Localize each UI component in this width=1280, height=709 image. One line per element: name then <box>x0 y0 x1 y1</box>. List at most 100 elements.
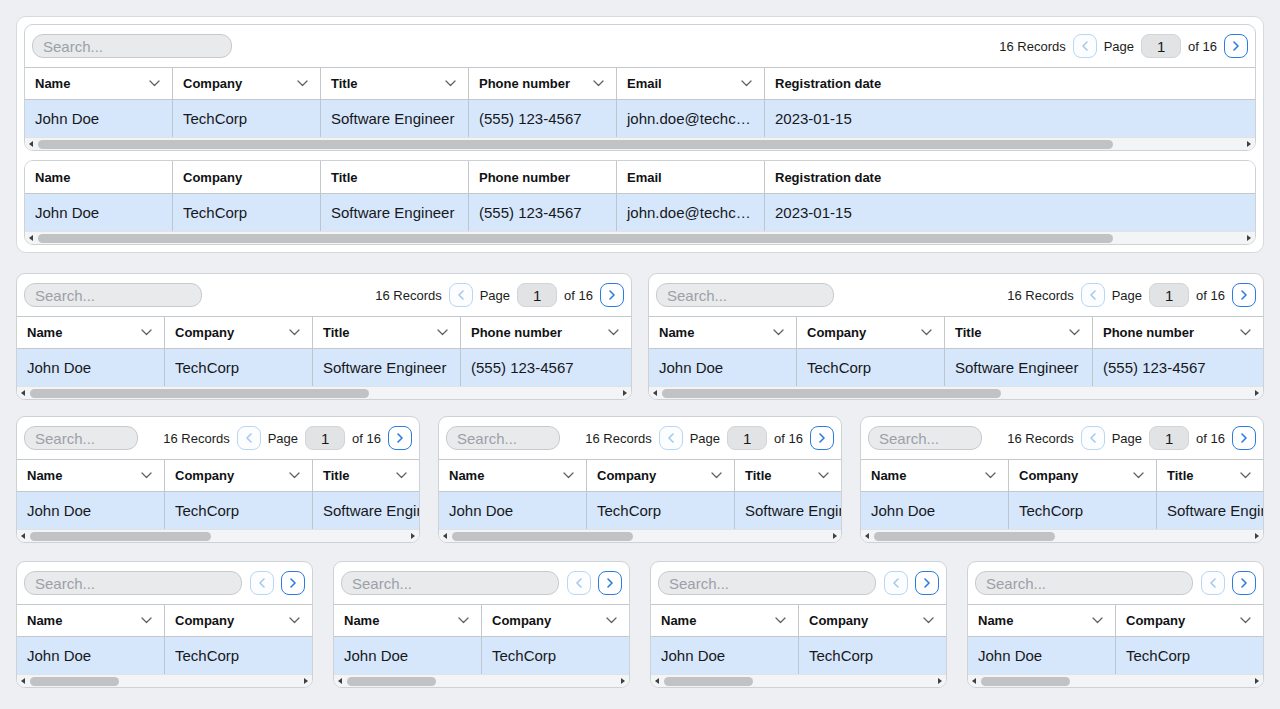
next-page-button[interactable] <box>388 426 412 450</box>
scrollbar-left-arrow-icon[interactable] <box>21 533 25 539</box>
table-row[interactable]: John Doe TechCorp Software Engineer (555… <box>25 194 1255 231</box>
page-number-input[interactable] <box>1149 283 1189 307</box>
column-header[interactable]: Name <box>334 605 482 636</box>
search-input[interactable] <box>24 426 138 450</box>
horizontal-scrollbar[interactable] <box>25 231 1255 244</box>
page-number-input[interactable] <box>305 426 345 450</box>
horizontal-scrollbar[interactable] <box>334 674 629 687</box>
column-header[interactable]: Company <box>1116 605 1263 636</box>
column-header[interactable]: Company <box>797 317 945 348</box>
scrollbar-thumb[interactable] <box>30 389 369 398</box>
column-header[interactable]: Title <box>735 460 841 491</box>
scrollbar-left-arrow-icon[interactable] <box>21 678 25 684</box>
scrollbar-thumb[interactable] <box>38 140 1113 149</box>
scrollbar-right-arrow-icon[interactable] <box>621 678 625 684</box>
column-header[interactable]: Name <box>17 317 165 348</box>
prev-page-button[interactable] <box>1201 571 1225 595</box>
scrollbar-right-arrow-icon[interactable] <box>1255 390 1259 396</box>
column-header[interactable]: Company <box>482 605 629 636</box>
next-page-button[interactable] <box>600 283 624 307</box>
column-header[interactable]: Name <box>17 605 165 636</box>
search-input[interactable] <box>658 571 876 595</box>
table-row[interactable]: John Doe TechCorp Software Engineer <box>17 492 419 529</box>
column-header[interactable]: Company <box>165 460 313 491</box>
horizontal-scrollbar[interactable] <box>25 137 1255 150</box>
next-page-button[interactable] <box>598 571 622 595</box>
column-header[interactable]: Company <box>165 317 313 348</box>
prev-page-button[interactable] <box>1081 426 1105 450</box>
column-header[interactable]: Name <box>17 460 165 491</box>
column-header[interactable]: Company <box>799 605 946 636</box>
scrollbar-thumb[interactable] <box>664 677 753 686</box>
page-number-input[interactable] <box>727 426 767 450</box>
next-page-button[interactable] <box>810 426 834 450</box>
search-input[interactable] <box>446 426 560 450</box>
next-page-button[interactable] <box>915 571 939 595</box>
prev-page-button[interactable] <box>237 426 261 450</box>
column-header[interactable]: Company <box>1009 460 1157 491</box>
scrollbar-thumb[interactable] <box>38 234 1113 243</box>
horizontal-scrollbar[interactable] <box>17 386 631 399</box>
table-row[interactable]: John Doe TechCorp Software Engineer <box>439 492 841 529</box>
column-header[interactable]: Name <box>25 68 173 99</box>
scrollbar-right-arrow-icon[interactable] <box>938 678 942 684</box>
horizontal-scrollbar[interactable] <box>649 386 1263 399</box>
column-header[interactable]: Title <box>313 317 461 348</box>
next-page-button[interactable] <box>1232 283 1256 307</box>
scrollbar-thumb[interactable] <box>662 389 1001 398</box>
table-row[interactable]: John Doe TechCorp <box>968 637 1263 674</box>
scrollbar-right-arrow-icon[interactable] <box>1247 235 1251 241</box>
table-row[interactable]: John Doe TechCorp Software Engineer (555… <box>25 100 1255 137</box>
scrollbar-left-arrow-icon[interactable] <box>443 533 447 539</box>
column-header[interactable]: Title <box>313 460 419 491</box>
prev-page-button[interactable] <box>1073 34 1097 58</box>
column-header[interactable]: Name <box>651 605 799 636</box>
search-input[interactable] <box>656 283 834 307</box>
table-row[interactable]: John Doe TechCorp <box>334 637 629 674</box>
next-page-button[interactable] <box>1232 426 1256 450</box>
horizontal-scrollbar[interactable] <box>439 529 841 542</box>
column-header[interactable]: Name <box>649 317 797 348</box>
scrollbar-right-arrow-icon[interactable] <box>411 533 415 539</box>
search-input[interactable] <box>24 571 242 595</box>
prev-page-button[interactable] <box>659 426 683 450</box>
scrollbar-right-arrow-icon[interactable] <box>1255 533 1259 539</box>
horizontal-scrollbar[interactable] <box>651 674 946 687</box>
page-number-input[interactable] <box>517 283 557 307</box>
table-row[interactable]: John Doe TechCorp Software Engineer (555… <box>17 349 631 386</box>
column-header[interactable]: Title <box>945 317 1093 348</box>
scrollbar-thumb[interactable] <box>30 532 211 541</box>
scrollbar-right-arrow-icon[interactable] <box>304 678 308 684</box>
prev-page-button[interactable] <box>449 283 473 307</box>
column-header[interactable]: Title <box>1157 460 1263 491</box>
scrollbar-left-arrow-icon[interactable] <box>865 533 869 539</box>
scrollbar-left-arrow-icon[interactable] <box>21 390 25 396</box>
scrollbar-thumb[interactable] <box>981 677 1070 686</box>
table-row[interactable]: John Doe TechCorp <box>17 637 312 674</box>
scrollbar-thumb[interactable] <box>347 677 436 686</box>
horizontal-scrollbar[interactable] <box>861 529 1263 542</box>
horizontal-scrollbar[interactable] <box>968 674 1263 687</box>
scrollbar-right-arrow-icon[interactable] <box>1247 141 1251 147</box>
column-header[interactable]: Phone number <box>1093 317 1263 348</box>
table-row[interactable]: John Doe TechCorp <box>651 637 946 674</box>
column-header[interactable]: Name <box>968 605 1116 636</box>
scrollbar-left-arrow-icon[interactable] <box>338 678 342 684</box>
scrollbar-thumb[interactable] <box>874 532 1055 541</box>
next-page-button[interactable] <box>281 571 305 595</box>
scrollbar-left-arrow-icon[interactable] <box>655 678 659 684</box>
prev-page-button[interactable] <box>884 571 908 595</box>
search-input[interactable] <box>975 571 1193 595</box>
column-header[interactable]: Phone number <box>469 68 617 99</box>
page-number-input[interactable] <box>1141 34 1181 58</box>
search-input[interactable] <box>868 426 982 450</box>
column-header[interactable]: Title <box>321 68 469 99</box>
column-header[interactable]: Name <box>861 460 1009 491</box>
prev-page-button[interactable] <box>567 571 591 595</box>
search-input[interactable] <box>341 571 559 595</box>
table-row[interactable]: John Doe TechCorp Software Engineer (555… <box>649 349 1263 386</box>
scrollbar-right-arrow-icon[interactable] <box>623 390 627 396</box>
column-header[interactable]: Company <box>587 460 735 491</box>
scrollbar-left-arrow-icon[interactable] <box>29 141 33 147</box>
column-header[interactable]: Phone number <box>461 317 631 348</box>
